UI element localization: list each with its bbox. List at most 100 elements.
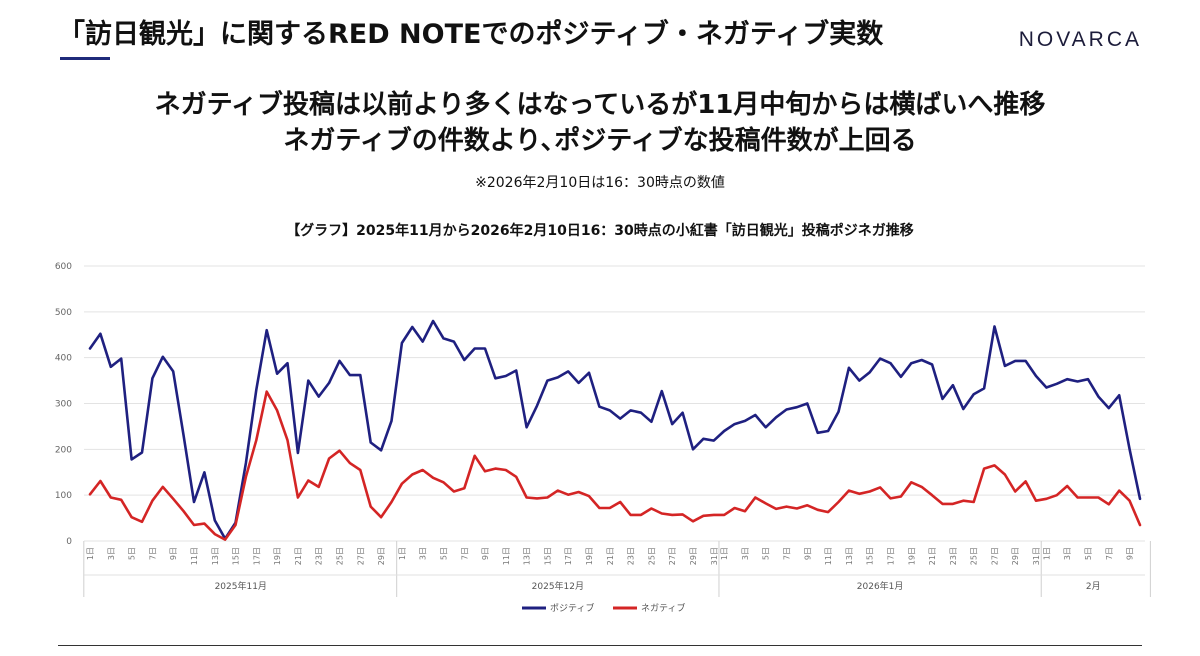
data-point (411, 473, 414, 476)
x-tick-label: 9日 (481, 547, 490, 560)
data-point (484, 470, 486, 473)
data-point (161, 486, 164, 488)
data-point (89, 347, 91, 350)
legend-label: ポジティブ (550, 602, 594, 614)
slide-title: 「訪日観光」に関するRED NOTEでのポジティブ・ネガティブ実数 (58, 19, 884, 50)
data-point (816, 431, 819, 434)
data-point (598, 507, 601, 509)
x-tick-label: 1日 (720, 547, 729, 560)
x-tick-label: 27日 (356, 547, 365, 565)
data-point (463, 359, 466, 361)
month-label: 2025年12月 (532, 580, 584, 592)
data-point (619, 417, 622, 420)
data-point (473, 347, 476, 350)
data-point (848, 489, 850, 492)
data-point (245, 475, 247, 478)
data-point (775, 416, 778, 419)
data-point (962, 408, 965, 410)
data-point (775, 508, 778, 510)
x-tick-label: 27日 (990, 547, 999, 565)
x-tick-label: 17日 (886, 547, 895, 565)
data-point (723, 430, 726, 432)
data-point (681, 411, 684, 414)
x-tick-label: 13日 (845, 547, 854, 565)
x-tick-label: 27日 (668, 547, 677, 565)
note: ※2026年2月10日は16：30時点の数値 (475, 175, 725, 191)
x-tick-label: 21日 (928, 547, 937, 565)
data-point (515, 475, 518, 478)
data-point (297, 496, 299, 499)
data-point (754, 414, 757, 416)
data-point (712, 513, 715, 516)
data-point (245, 462, 247, 464)
x-tick-label: 29日 (689, 547, 698, 565)
data-point (837, 501, 840, 503)
data-point (1076, 496, 1079, 499)
data-point (567, 370, 570, 373)
data-point (796, 406, 798, 409)
data-point (754, 496, 757, 499)
data-point (951, 384, 954, 387)
series-line-positive (88, 319, 1142, 541)
data-point (369, 505, 372, 508)
data-point (827, 430, 830, 432)
x-tick-label: 11日 (502, 547, 511, 565)
x-tick-label: 15日 (866, 547, 875, 565)
data-point (608, 409, 611, 412)
data-point (504, 375, 507, 377)
data-point (338, 449, 341, 452)
data-point (1055, 494, 1058, 497)
data-point (99, 480, 102, 482)
data-point (1066, 378, 1069, 381)
x-tick-label: 5日 (128, 547, 137, 560)
data-point (889, 362, 892, 365)
data-point (369, 441, 372, 444)
data-point (224, 538, 227, 541)
x-tick-label: 23日 (949, 547, 958, 565)
x-tick-label: 3日 (419, 547, 428, 560)
data-point (328, 381, 331, 384)
data-point (744, 420, 746, 422)
data-point (640, 411, 642, 414)
data-point (182, 434, 185, 437)
x-tick-label: 21日 (606, 547, 615, 565)
x-tick-label: 3日 (741, 547, 750, 560)
line-chart: 0 100 200 300 400 500 600 1日 3日 5日 7日 9日 11日 13日 15日 17… (55, 262, 1151, 614)
data-point (556, 489, 559, 492)
x-tick-label: 23日 (627, 547, 636, 565)
data-point (692, 520, 694, 523)
data-point (141, 520, 143, 523)
y-tick-label: 0 (66, 537, 72, 547)
x-tick-label: 21日 (294, 547, 303, 565)
data-point (910, 362, 913, 365)
data-point (785, 408, 788, 411)
x-tick-label: 13日 (523, 547, 532, 565)
data-point (588, 371, 590, 374)
x-tick-label: 17日 (252, 547, 261, 565)
data-point (109, 496, 112, 499)
data-point (172, 497, 175, 500)
data-point (1139, 524, 1141, 526)
data-point (432, 476, 434, 479)
data-point (504, 469, 507, 471)
headline-line-1: ネガティブ投稿は以前より多くはなっているが11月中旬からは横ばいへ推移 (154, 90, 1046, 120)
data-point (848, 366, 850, 369)
data-point (1003, 473, 1006, 476)
data-point (733, 507, 736, 509)
x-tick-label: 3日 (1063, 547, 1072, 560)
y-tick-label: 600 (55, 262, 72, 272)
data-point (307, 379, 310, 382)
data-point (1128, 448, 1131, 451)
data-point (868, 371, 871, 374)
data-point (764, 502, 767, 505)
data-point (1107, 503, 1110, 506)
data-point (879, 486, 881, 489)
x-tick-label: 15日 (232, 547, 241, 565)
data-point (109, 365, 112, 368)
data-point (577, 381, 580, 384)
data-point (213, 533, 216, 536)
data-point (1076, 380, 1079, 383)
data-point (1003, 365, 1006, 367)
data-point (920, 359, 923, 361)
data-point (390, 501, 393, 503)
